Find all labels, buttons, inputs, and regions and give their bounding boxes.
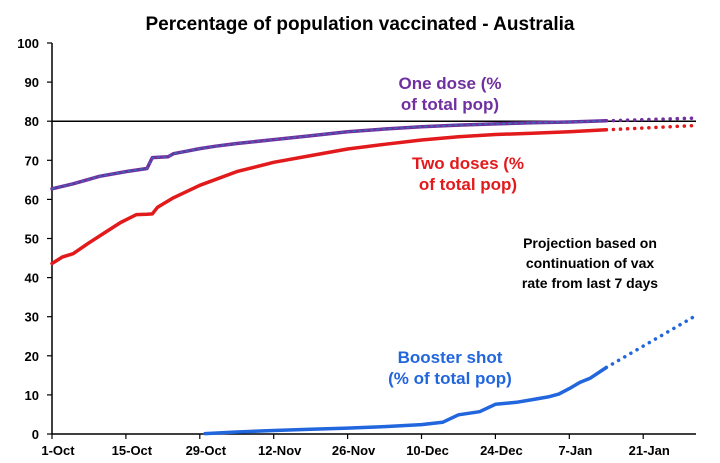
- booster-series-label: (% of total pop): [388, 369, 512, 388]
- two-doses-series-line: [50, 128, 609, 266]
- y-tick-label: 30: [25, 310, 39, 325]
- series-labels: One dose (% of total pop) Two doses (% of t…: [388, 74, 524, 388]
- y-tick-label: 70: [25, 153, 39, 168]
- x-tick-label: 24-Dec: [480, 443, 523, 458]
- projection-note: Projection based on continuation of vax ra…: [522, 235, 658, 291]
- y-tick-label: 20: [25, 349, 39, 364]
- projection-note-line: Projection based on: [523, 235, 657, 251]
- x-tick-label: 29-Oct: [186, 443, 227, 458]
- x-axis: 1-Oct 15-Oct 29-Oct 12-Nov 26-Nov 10-Dec 24-De…: [41, 433, 696, 458]
- y-tick-label: 90: [25, 75, 39, 90]
- chart-title: Percentage of population vaccinated - Au…: [145, 14, 574, 35]
- booster-series-line: [203, 365, 609, 436]
- booster-projection-line: [604, 313, 698, 370]
- booster-series-label: Booster shot: [398, 348, 503, 367]
- x-tick-label: 12-Nov: [258, 443, 302, 458]
- y-axis: 0 10 20 30 40 50 60 70 80 90 100: [17, 36, 53, 442]
- two-doses-series-label: of total pop): [419, 175, 517, 194]
- x-tick-label: 26-Nov: [332, 443, 376, 458]
- x-tick-label: 10-Dec: [406, 443, 449, 458]
- projection-note-line: continuation of vax: [526, 255, 655, 271]
- x-tick-label: 7-Jan: [558, 443, 592, 458]
- y-tick-label: 50: [25, 232, 39, 247]
- x-tick-label: 1-Oct: [41, 443, 75, 458]
- projection-note-line: rate from last 7 days: [522, 275, 658, 291]
- y-tick-label: 60: [25, 192, 39, 207]
- one-dose-series-label: One dose (%: [399, 74, 502, 93]
- y-tick-label: 40: [25, 271, 39, 286]
- one-dose-series-label: of total pop): [401, 95, 499, 114]
- x-tick-label: 21-Jan: [629, 443, 670, 458]
- two-doses-series-label: Two doses (%: [412, 154, 524, 173]
- y-tick-label: 100: [17, 36, 39, 51]
- series-group: [50, 116, 698, 436]
- y-tick-label: 0: [32, 427, 39, 442]
- y-tick-label: 80: [25, 114, 39, 129]
- one-dose-projection-line: [604, 116, 698, 123]
- x-tick-label: 15-Oct: [112, 443, 153, 458]
- two-doses-projection-line: [604, 123, 698, 132]
- one-dose-series-overlay: [51, 120, 607, 190]
- y-tick-label: 10: [25, 388, 39, 403]
